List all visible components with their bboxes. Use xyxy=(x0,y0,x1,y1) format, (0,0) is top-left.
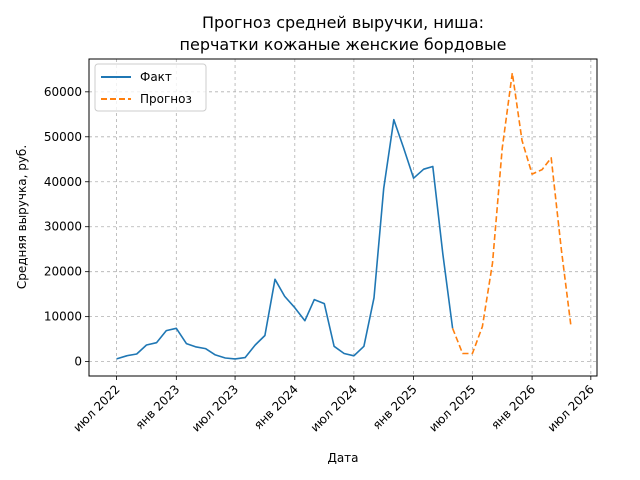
legend: Факт Прогноз xyxy=(94,63,207,112)
y-tick-label: 40000 xyxy=(44,175,82,189)
y-tick-label: 60000 xyxy=(44,85,82,99)
chart-title-line-2: перчатки кожаные женские бордовые xyxy=(180,35,507,54)
y-tick-label: 20000 xyxy=(44,265,82,279)
series-line-fact xyxy=(116,118,454,360)
y-axis-ticks: 0 10000 20000 30000 40000 50000 60000 xyxy=(44,85,89,369)
y-tick-label: 50000 xyxy=(44,130,82,144)
x-axis-label: Дата xyxy=(327,451,358,465)
legend-label-forecast: Прогноз xyxy=(140,92,192,106)
legend-label-fact: Факт xyxy=(140,70,172,84)
y-tick-label: 0 xyxy=(74,355,82,369)
plot-frame xyxy=(88,58,598,377)
series-line-forecast xyxy=(451,72,572,355)
y-tick-label: 30000 xyxy=(44,220,82,234)
series-lines xyxy=(116,72,572,360)
chart-title-line-1: Прогноз средней выручки, ниша: xyxy=(202,13,484,32)
y-axis-label: Средняя выручка, руб. xyxy=(15,145,29,289)
y-tick-label: 10000 xyxy=(44,310,82,324)
grid xyxy=(89,59,597,376)
